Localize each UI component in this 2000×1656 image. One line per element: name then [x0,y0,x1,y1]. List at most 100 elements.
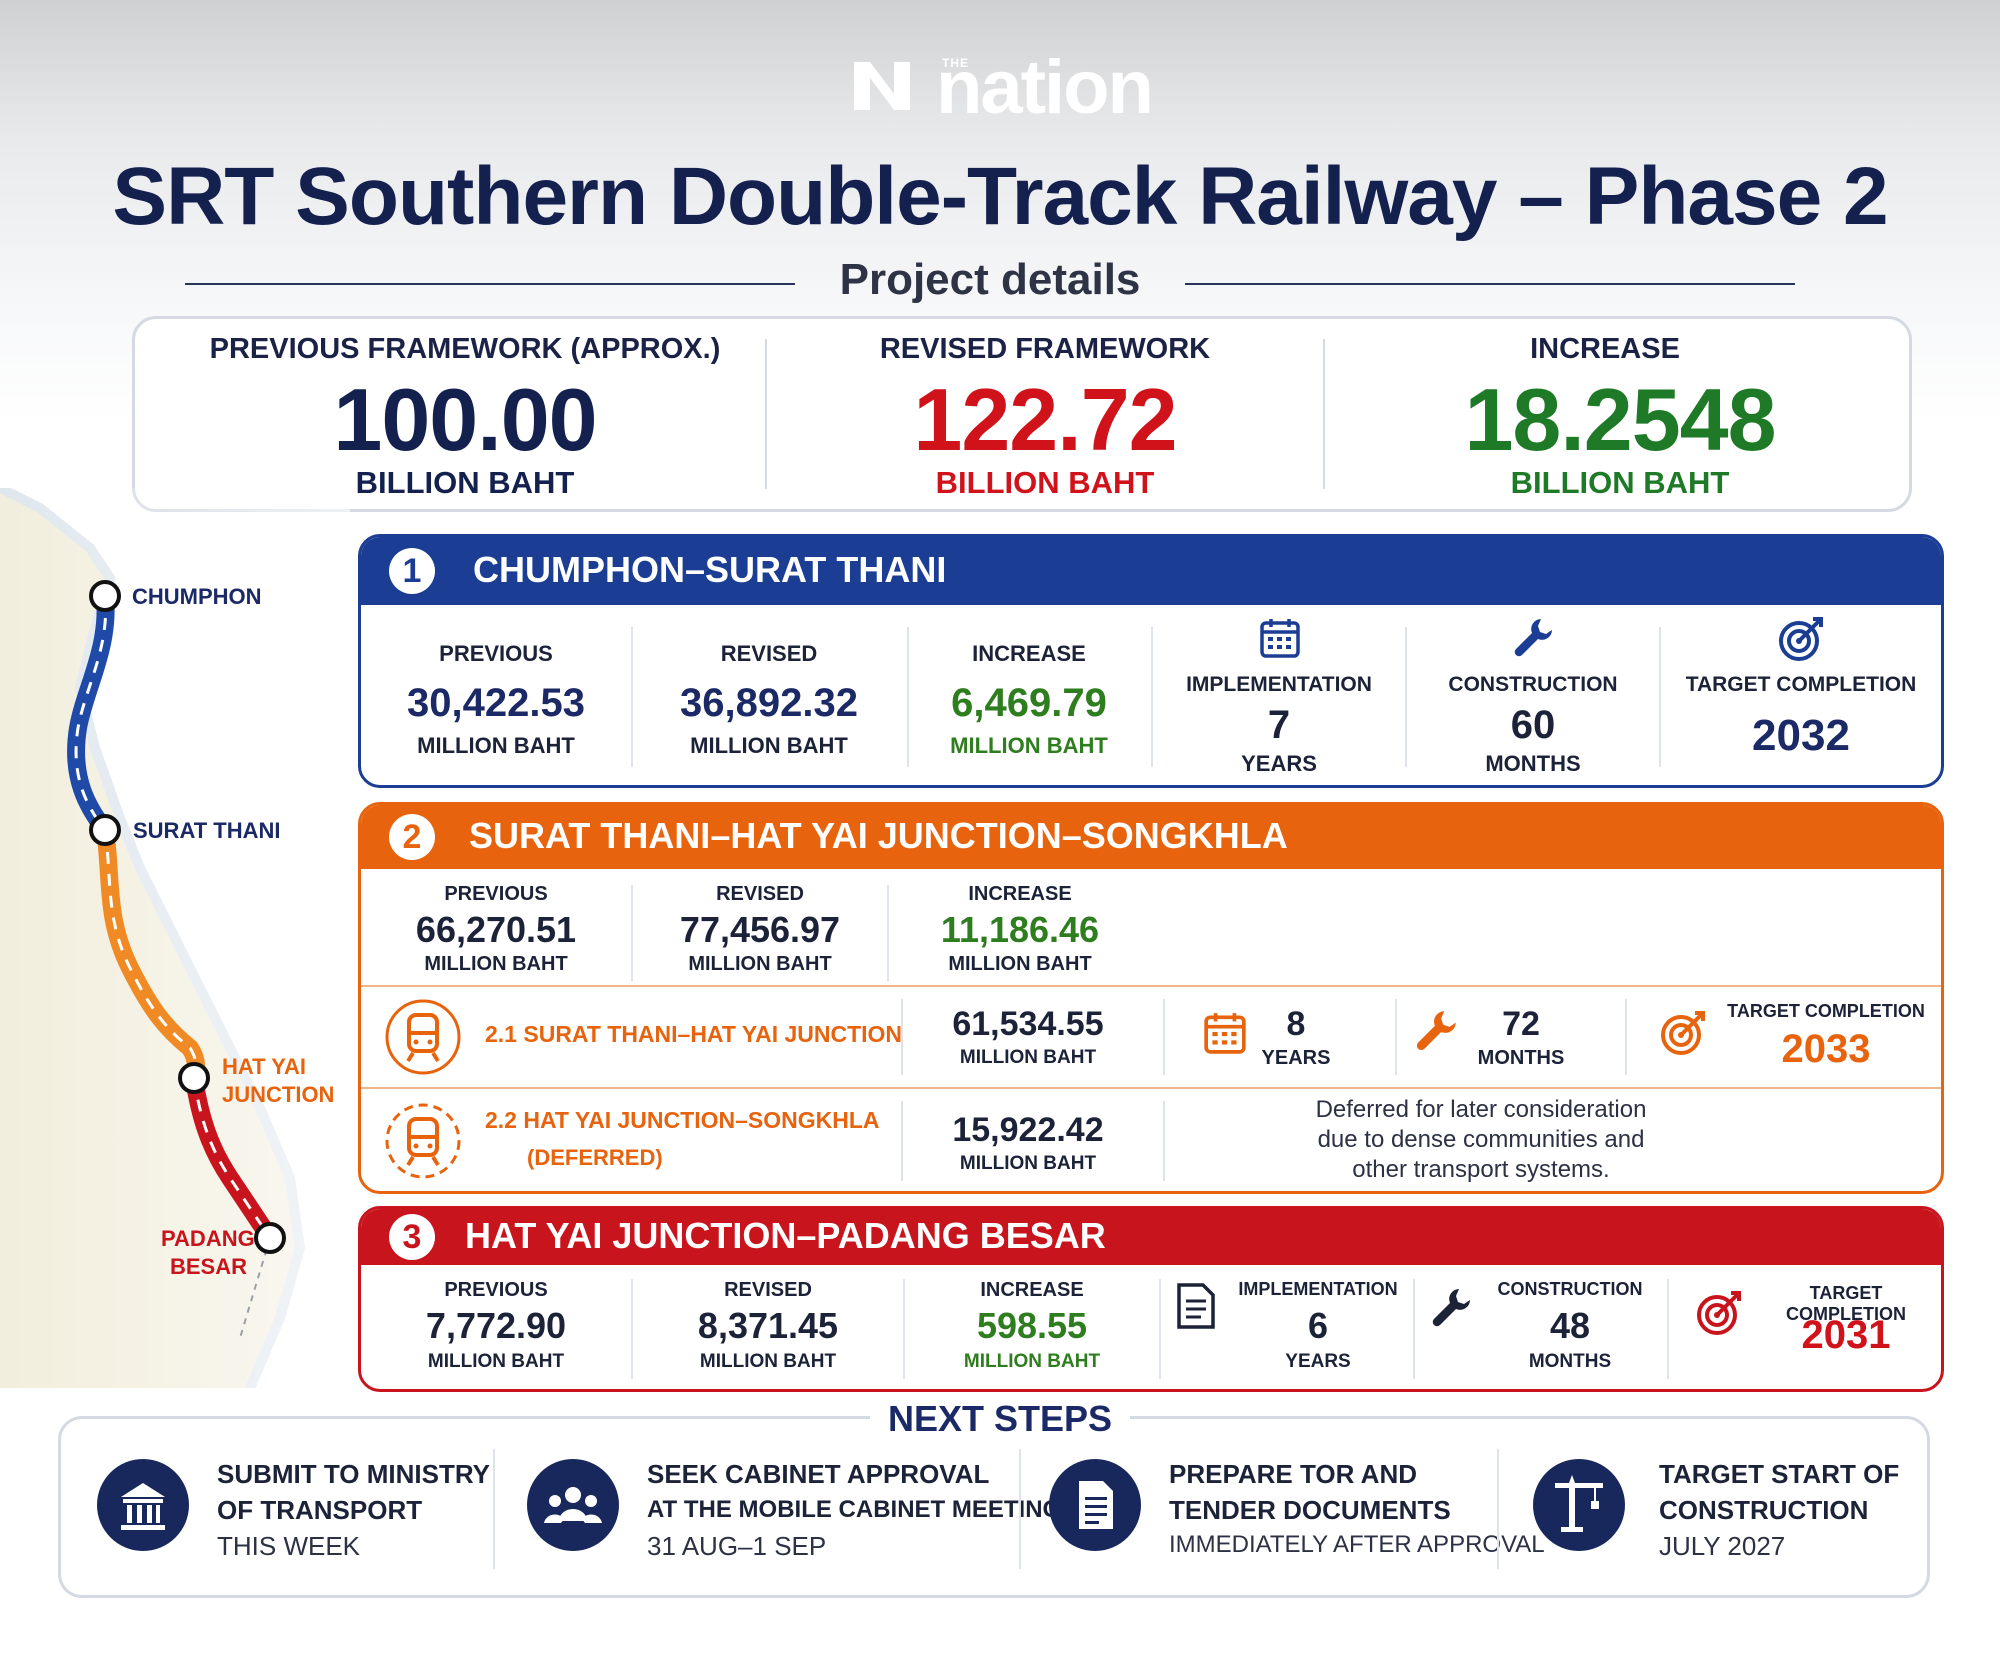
cell-value: 7 [1267,703,1291,747]
station-label-padang: PADANG [161,1226,255,1251]
people-group-icon [527,1459,619,1551]
step-1-line-2: OF TRANSPORT [217,1495,423,1525]
summary-value: 18.2548 [1464,370,1776,469]
section-2-header: 2 SURAT THANI–HAT YAI JUNCTION–SONGKHLA [361,805,1941,869]
cell-unit: MILLION BAHT [424,953,568,975]
section-title: SURAT THANI–HAT YAI JUNCTION–SONGKHLA [469,815,1288,856]
step-2-line-1: SEEK CABINET APPROVAL [647,1459,990,1489]
page-title: SRT Southern Double-Track Railway – Phas… [112,151,1888,242]
cell-unit: MONTHS [1485,751,1581,776]
station-label-junction: JUNCTION [222,1082,335,1107]
divider [1625,999,1627,1075]
target-icon [1661,1011,1705,1055]
station-label-surat-thani: SURAT THANI [133,818,281,843]
page-subtitle: Project details [839,255,1141,304]
divider [1413,1279,1415,1379]
step-1-line-1: SUBMIT TO MINISTRY [217,1459,490,1489]
cell-value: 7,772.90 [425,1305,567,1346]
cell-value: 6 [1307,1305,1329,1346]
summary-previous: PREVIOUS FRAMEWORK (APPROX.) 100.00 BILL… [165,319,765,509]
step-2-line-2: AT THE MOBILE CABINET MEETING [647,1496,1062,1523]
section-number-badge: 3 [389,1214,435,1260]
step-2-timing: 31 AUG–1 SEP [647,1531,827,1561]
section-3-increase: INCREASE 598.55 MILLION BAHT [905,1265,1159,1389]
ministry-building-icon [97,1459,189,1551]
divider [1667,1279,1669,1379]
divider [907,627,909,767]
subtitle-right-rule [1185,283,1795,285]
divider [765,339,767,489]
cell-unit: MILLION BAHT [699,1351,837,1372]
divider [901,999,903,1075]
cell-unit: MILLION BAHT [959,1047,1097,1068]
divider [1497,1449,1499,1569]
cell-unit: YEARS [1241,751,1317,776]
step-4-timing: JULY 2027 [1659,1531,1786,1561]
logo-small-text: THE [942,56,969,70]
deferred-status: (DEFERRED) [527,1145,663,1170]
train-icon [385,1103,461,1179]
cell-value: 66,270.51 [415,909,577,950]
wrench-icon [1514,619,1552,657]
cell-value: 48 [1549,1305,1591,1346]
subsection-2-2-amount: 15,922.42 MILLION BAHT [903,1089,1153,1191]
cell-value: 72 [1502,1005,1540,1043]
calendar-icon [1204,1013,1246,1054]
divider [1151,627,1153,767]
cell-value: 36,892.32 [680,681,858,725]
section-1-previous: PREVIOUS 30,422.53 MILLION BAHT [361,605,631,785]
divider [631,1279,633,1379]
peninsula-map-icon [0,483,350,1390]
summary-label: REVISED FRAMEWORK [879,333,1211,365]
section-number-badge: 1 [389,548,435,594]
cell-label: TARGET COMPLETION [1786,1283,1906,1324]
summary-value: 122.72 [913,370,1177,469]
divider [361,985,1941,987]
subsection-2-1: 2.1 SURAT THANI–HAT YAI JUNCTION 61,534.… [361,987,1941,1087]
station-label-besar: BESAR [170,1254,248,1279]
step-3-line-1: PREPARE TOR AND [1169,1459,1417,1489]
section-3-target: TARGET COMPLETION 2031 [1751,1265,1941,1389]
section-1-revised: REVISED 36,892.32 MILLION BAHT [633,605,905,785]
cell-unit: YEARS [1285,1351,1351,1372]
divider [631,885,633,981]
section-title: HAT YAI JUNCTION–PADANG BESAR [465,1215,1106,1256]
cell-label: IMPLEMENTATION [1186,673,1372,696]
step-1-timing: THIS WEEK [217,1531,361,1561]
cell-unit: MILLION BAHT [950,733,1108,758]
section-number-badge: 2 [389,814,435,860]
divider [631,627,633,767]
summary-unit: BILLION BAHT [1510,465,1730,500]
cell-unit: MILLION BAHT [948,953,1092,975]
summary-unit: BILLION BAHT [355,465,575,500]
summary-revised: REVISED FRAMEWORK 122.72 BILLION BAHT [775,319,1315,509]
cell-label: CONSTRUCTION [1448,673,1618,696]
document-icon [1177,1283,1215,1329]
cell-value: 61,534.55 [952,1005,1104,1043]
divider [1163,999,1165,1075]
subsection-label: 2.1 SURAT THANI–HAT YAI JUNCTION [485,1021,903,1047]
route-map: CHUMPHON SURAT THANI HAT YAI JUNCTION PA… [0,483,350,1390]
wrench-icon [1416,1011,1456,1051]
section-2-revised: REVISED 77,456.97 MILLION BAHT [633,869,887,989]
divider [493,1449,495,1569]
the-nation-logo: THE nation [850,45,1154,130]
divider [1659,627,1661,767]
train-icon [385,999,461,1075]
section-2-surat-thani-songkhla: 2 SURAT THANI–HAT YAI JUNCTION–SONGKHLA … [358,802,1944,1194]
cell-label: TARGET COMPLETION [1685,673,1917,696]
cell-value: 6,469.79 [951,681,1107,725]
section-1-header: 1 CHUMPHON–SURAT THANI [361,537,1941,605]
construction-crane-icon [1533,1459,1625,1551]
divider [901,1101,903,1181]
subsection-2-1-amount: 61,534.55 MILLION BAHT [903,987,1153,1087]
divider [361,1087,1941,1089]
section-2-previous: PREVIOUS 66,270.51 MILLION BAHT [361,869,631,989]
station-label-hat-yai: HAT YAI [222,1054,306,1079]
divider [1395,999,1397,1075]
cell-value: 2033 [1781,1027,1871,1071]
section-3-hat-yai-padang-besar: 3 HAT YAI JUNCTION–PADANG BESAR PREVIOUS… [358,1206,1944,1392]
summary-value: 100.00 [333,370,597,469]
section-3-implementation: IMPLEMENTATION 6 YEARS [1223,1265,1413,1389]
nation-logo-mark-icon [854,62,910,110]
